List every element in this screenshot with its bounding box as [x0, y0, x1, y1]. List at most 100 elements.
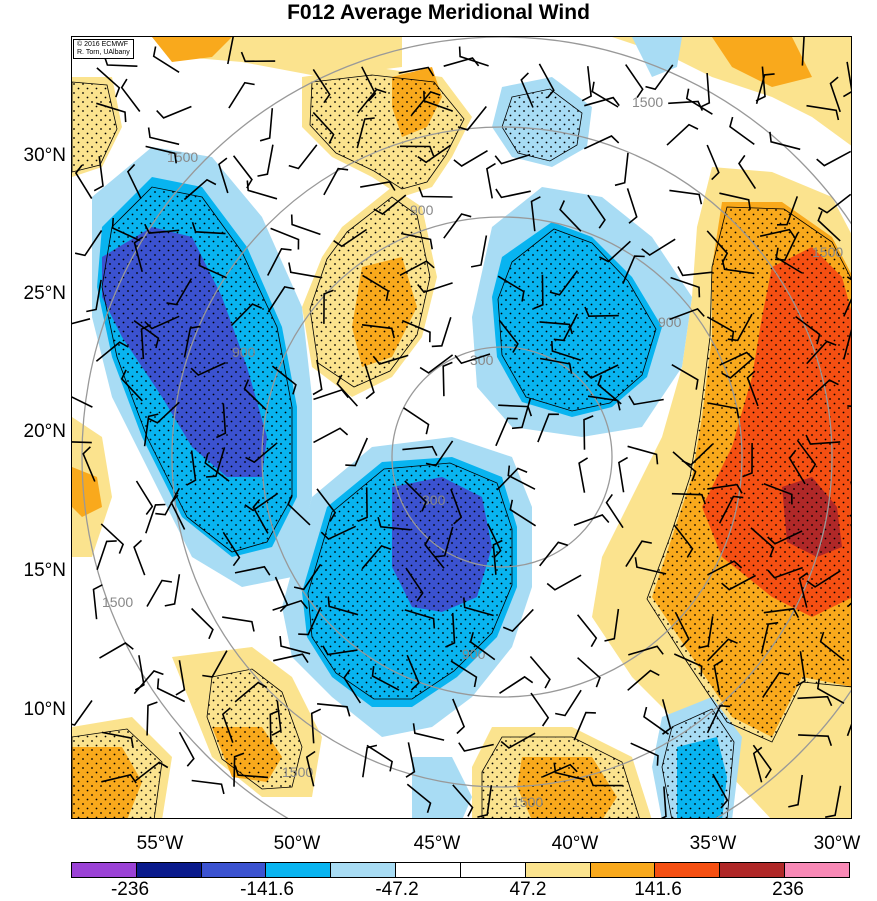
wind-barb [146, 579, 173, 607]
wind-barb [495, 188, 531, 199]
wind-barb [371, 666, 400, 691]
wind-barb [584, 96, 620, 107]
wind-barb [288, 262, 321, 279]
wind-barb [591, 81, 619, 108]
lon-label-50w: 50°W [273, 833, 321, 854]
wind-barb [755, 66, 766, 102]
wind-barb [788, 774, 803, 808]
wind-barb [583, 135, 620, 150]
wind-barb [625, 540, 652, 568]
lon-label-30w: 30°W [813, 833, 861, 854]
wind-barb [310, 708, 322, 744]
colorbar-swatch [266, 863, 332, 877]
wind-barb [406, 654, 420, 691]
wind-barb [806, 340, 837, 365]
contour-label: 1500 [812, 244, 843, 260]
wind-barb [155, 487, 181, 516]
colorbar-swatch [72, 863, 137, 877]
lon-label-35w: 35°W [689, 833, 737, 854]
wind-barb [120, 369, 143, 402]
wind-barb [140, 324, 151, 360]
wind-barb [598, 240, 631, 263]
wind-barb [320, 525, 357, 541]
wind-barb [298, 606, 322, 636]
wind-barb [133, 236, 144, 273]
wind-barb [144, 223, 180, 234]
wind-barb [399, 145, 435, 157]
wind-barb [641, 238, 676, 256]
wind-barb [227, 37, 234, 65]
wind-barb [729, 116, 755, 146]
wind-barb [133, 670, 164, 695]
wind-barb [100, 523, 125, 554]
wind-barb [712, 773, 729, 809]
colorbar-swatch [590, 863, 656, 877]
orange-region-top [152, 37, 232, 62]
wind-barb [605, 493, 624, 529]
wind-barb [145, 145, 177, 164]
wind-barb [245, 442, 278, 464]
credit-line-1: © 2016 ECMWF [77, 41, 129, 48]
wind-barb [486, 523, 502, 559]
wind-barb [622, 255, 645, 285]
wind-barb [72, 396, 93, 408]
wind-barb [402, 445, 438, 456]
wind-barb [457, 106, 487, 131]
wind-barb [74, 164, 93, 200]
wind-barb [671, 492, 706, 505]
wind-barb [288, 144, 318, 170]
wind-barb [817, 210, 841, 242]
wind-barb [511, 398, 532, 430]
wind-barb [166, 278, 193, 306]
contour-label: 1500 [167, 149, 198, 165]
wind-barb [372, 354, 409, 366]
wind-barb [148, 401, 180, 424]
map-panel: 300 300 900 900 900 900 1500 1500 1500 1… [71, 36, 852, 819]
wind-barb [178, 731, 195, 767]
wind-barb [312, 68, 331, 104]
wind-barb [101, 773, 137, 784]
wind-barb [509, 499, 537, 527]
wind-barb [578, 457, 589, 493]
wind-barb [417, 144, 452, 164]
wind-barb [495, 417, 518, 447]
wind-barb [72, 318, 91, 325]
wind-barb [252, 498, 269, 534]
wind-barb [530, 196, 541, 232]
wind-barb [546, 574, 582, 591]
wind-barb [707, 560, 743, 576]
wind-barb [356, 117, 375, 149]
contour-label: 1500 [282, 764, 313, 780]
wind-barb [273, 653, 309, 664]
wind-barb [434, 526, 454, 558]
wind-barb [628, 395, 664, 406]
wind-barb [246, 180, 278, 200]
colorbar-swatch [525, 863, 591, 877]
wind-barb [674, 611, 690, 648]
wind-barb [400, 232, 433, 250]
wind-barb [597, 374, 622, 405]
wind-barb [362, 274, 390, 301]
wind-barb [502, 608, 534, 633]
credit-box: © 2016 ECMWF R. Torn, UAlbany [73, 39, 134, 59]
wind-barb [404, 609, 436, 629]
lightblue-region-sw [412, 757, 472, 818]
wind-barb [685, 88, 713, 115]
wind-barb [92, 584, 103, 620]
lon-label-55w: 55°W [136, 833, 184, 854]
wind-barb [583, 415, 594, 450]
wind-barb [806, 104, 840, 121]
lat-label-25n: 25°N [23, 283, 66, 304]
wind-barb [767, 530, 803, 545]
credit-line-2: R. Torn, UAlbany [77, 49, 130, 56]
wind-barb [850, 524, 851, 527]
wind-barb [183, 325, 201, 358]
wind-barb [520, 72, 534, 108]
wind-barb [170, 494, 186, 530]
wind-barb [469, 631, 496, 661]
wind-barb [500, 732, 536, 749]
colorbar-swatch [785, 863, 849, 877]
wind-barb [707, 483, 743, 494]
wind-barb [750, 527, 775, 558]
wind-barb [627, 445, 659, 465]
